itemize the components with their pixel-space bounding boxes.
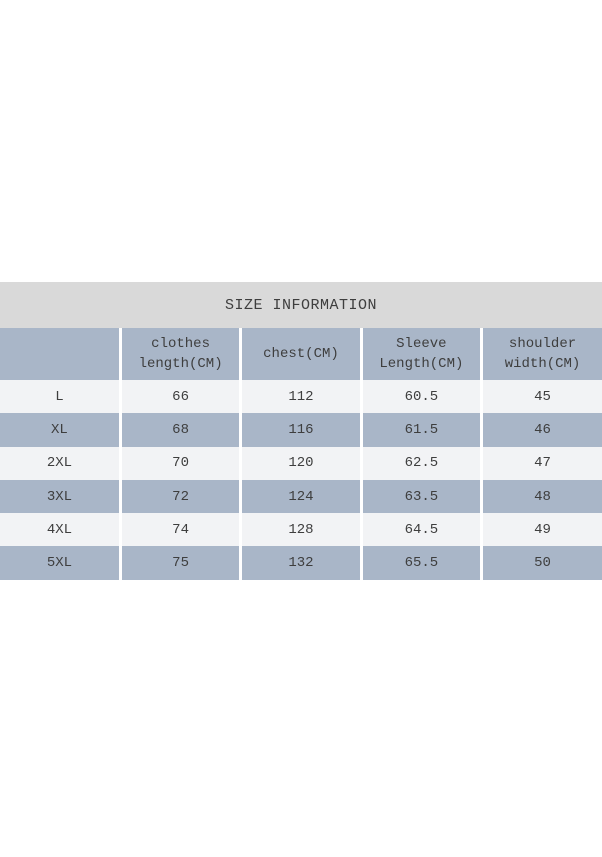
cell-sleeve-length: 60.5 [359, 380, 482, 414]
cell-chest: 132 [239, 546, 362, 580]
header-sleeve-line2: Length(CM) [379, 356, 464, 372]
size-chart-title: SIZE INFORMATION [224, 296, 378, 314]
cell-sleeve-length: 65.5 [359, 546, 482, 580]
cell-shoulder-width: 49 [480, 513, 602, 547]
cell-sleeve-length: 62.5 [359, 446, 482, 480]
cell-sleeve-length: 61.5 [359, 413, 482, 447]
header-shoulder-line2: width(CM) [504, 356, 581, 372]
table-row-xl: XL 68 116 61.5 46 [0, 413, 602, 447]
cell-clothes-length: 74 [118, 513, 241, 547]
cell-chest: 120 [239, 446, 362, 480]
header-cell-sleeve-length: Sleeve Length(CM) [359, 328, 482, 380]
cell-size: 4XL [46, 521, 73, 538]
header-cell-clothes-length: clothes length(CM) [118, 328, 241, 380]
cell-shoulder-width: 50 [480, 546, 602, 580]
cell-chest: 128 [239, 513, 362, 547]
table-row-3xl: 3XL 72 124 63.5 48 [0, 479, 602, 514]
cell-sleeve-length: 64.5 [359, 513, 482, 547]
cell-shoulder-width: 48 [480, 479, 602, 514]
size-table: clothes length(CM) chest(CM) Sleeve Leng… [0, 328, 602, 580]
cell-sleeve-length: 63.5 [359, 479, 482, 514]
cell-chest: 124 [239, 479, 362, 514]
table-row-4xl: 4XL 74 128 64.5 49 [0, 513, 602, 547]
header-cell-shoulder-width: shoulder width(CM) [480, 328, 602, 380]
cell-size: XL [51, 421, 68, 438]
cell-size: 5XL [46, 555, 73, 572]
cell-size: 2XL [46, 455, 73, 472]
cell-shoulder-width: 45 [480, 380, 602, 414]
cell-clothes-length: 66 [118, 380, 241, 414]
size-chart-title-band: SIZE INFORMATION [0, 282, 602, 328]
header-sleeve-line1: Sleeve [396, 335, 447, 352]
header-clothes-line1: clothes [151, 335, 210, 352]
cell-chest: 112 [239, 380, 362, 414]
cell-clothes-length: 72 [118, 479, 241, 514]
size-table-header-row: clothes length(CM) chest(CM) Sleeve Leng… [0, 328, 602, 380]
size-chart: SIZE INFORMATION clothes length(CM) ches… [0, 282, 602, 580]
header-cell-size [0, 328, 120, 380]
cell-chest: 116 [239, 413, 362, 447]
header-cell-chest: chest(CM) [239, 328, 362, 380]
cell-shoulder-width: 47 [480, 446, 602, 480]
cell-clothes-length: 68 [118, 413, 241, 447]
table-row-5xl: 5XL 75 132 65.5 50 [0, 546, 602, 580]
table-row-l: L 66 112 60.5 45 [0, 380, 602, 414]
header-shoulder-line1: shoulder [508, 335, 577, 352]
table-row-2xl: 2XL 70 120 62.5 47 [0, 446, 602, 480]
cell-shoulder-width: 46 [480, 413, 602, 447]
cell-size: 3XL [46, 488, 73, 505]
header-clothes-line2: length(CM) [138, 356, 223, 372]
cell-clothes-length: 75 [118, 546, 241, 580]
cell-size: L [55, 388, 64, 405]
cell-clothes-length: 70 [118, 446, 241, 480]
